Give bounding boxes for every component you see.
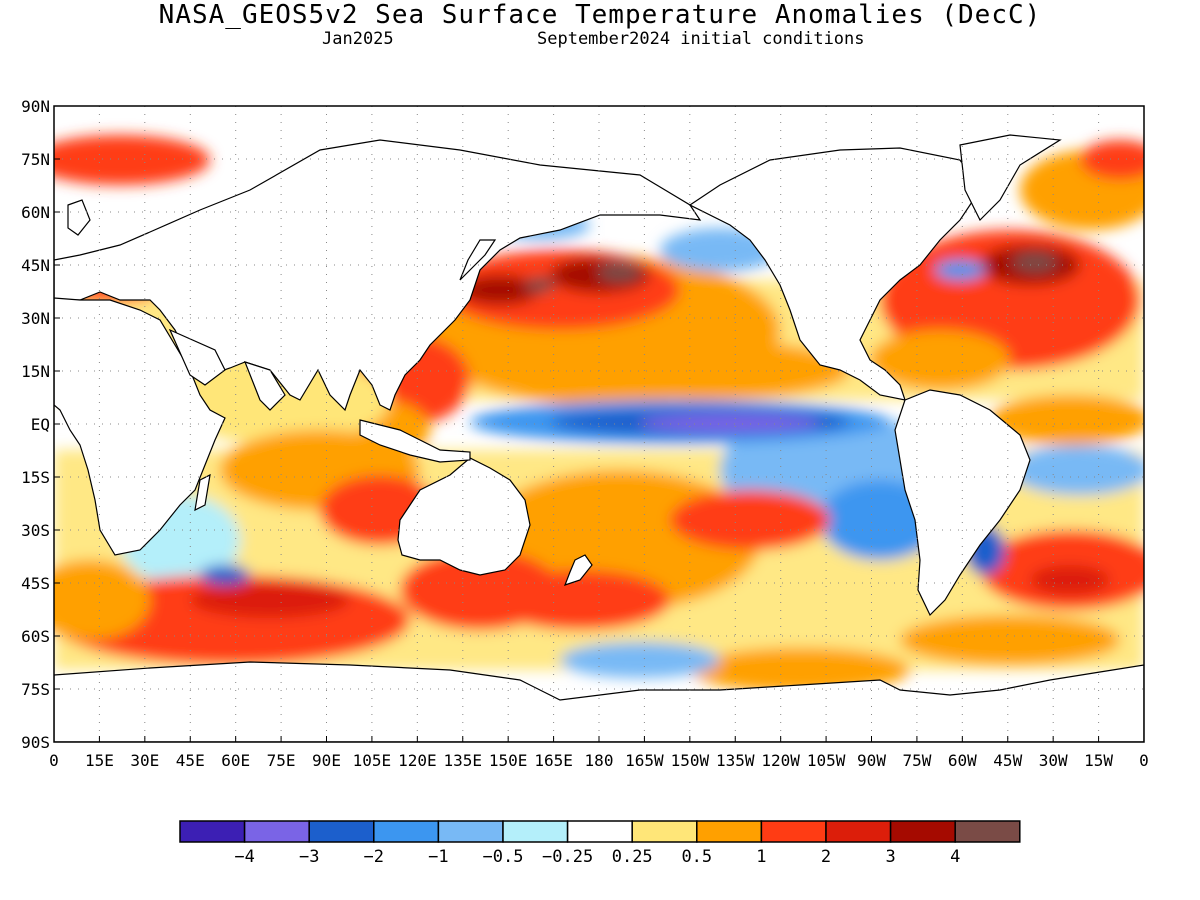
north-america-outline bbox=[688, 147, 981, 401]
valid-month: Jan2025 bbox=[322, 29, 394, 49]
lon-label: 135W bbox=[716, 751, 755, 770]
colorbar-swatch bbox=[437, 820, 504, 843]
colorbar-label: 4 bbox=[950, 847, 960, 867]
colorbar-label: −0.25 bbox=[542, 847, 593, 867]
lon-label: 45E bbox=[176, 751, 205, 770]
lon-label: 120W bbox=[761, 751, 800, 770]
colorbar-label: 3 bbox=[885, 847, 895, 867]
japan-outline bbox=[459, 239, 497, 281]
lat-label: 90S bbox=[21, 733, 50, 752]
colorbar: −4 −3 −2 −1 −0.5 −0.25 0.25 0.5 1 2 3 4 bbox=[179, 820, 1021, 867]
india-outline bbox=[243, 361, 286, 411]
lat-label: 60S bbox=[21, 627, 50, 646]
colorbar-swatch bbox=[308, 820, 375, 843]
lat-label: 45S bbox=[21, 574, 50, 593]
colorbar-swatch bbox=[502, 820, 569, 843]
eurasia-outline bbox=[54, 139, 702, 412]
lat-label: 75N bbox=[21, 150, 50, 169]
lon-label: 90W bbox=[857, 751, 886, 770]
lat-label: 15S bbox=[21, 468, 50, 487]
lon-label: 30W bbox=[1039, 751, 1068, 770]
indonesia-outline bbox=[359, 419, 471, 463]
lon-label: 105W bbox=[807, 751, 846, 770]
lat-label: 30S bbox=[21, 521, 50, 540]
lon-label: 165E bbox=[534, 751, 573, 770]
lon-label: 150W bbox=[671, 751, 710, 770]
colorbar-label: 2 bbox=[821, 847, 831, 867]
greenland-outline bbox=[959, 134, 1062, 222]
lon-label: 15W bbox=[1084, 751, 1113, 770]
colorbar-label: −4 bbox=[234, 847, 254, 867]
australia-outline bbox=[397, 457, 531, 576]
colorbar-swatch bbox=[243, 820, 310, 843]
uk-outline bbox=[67, 199, 91, 236]
lon-label: 45W bbox=[993, 751, 1022, 770]
colorbar-label: −1 bbox=[428, 847, 448, 867]
lon-label: 105E bbox=[353, 751, 392, 770]
colorbar-label: −2 bbox=[364, 847, 384, 867]
south-america-outline bbox=[894, 389, 1031, 617]
colorbar-label: 0.5 bbox=[681, 847, 712, 867]
lon-label: 75W bbox=[902, 751, 931, 770]
gridlines bbox=[54, 106, 1144, 742]
lon-label: 60W bbox=[948, 751, 977, 770]
lon-label: 165W bbox=[625, 751, 664, 770]
lon-label: 75E bbox=[267, 751, 296, 770]
colorbar-swatch bbox=[825, 820, 892, 843]
lon-label: 0 bbox=[49, 751, 59, 770]
init-conditions: September2024 initial conditions bbox=[537, 29, 865, 49]
new-zealand-outline bbox=[563, 554, 593, 586]
lon-label: 120E bbox=[398, 751, 437, 770]
colorbar-swatch bbox=[373, 820, 440, 843]
colorbar-label: −3 bbox=[299, 847, 319, 867]
colorbar-swatch bbox=[631, 820, 698, 843]
lat-label: 45N bbox=[21, 256, 50, 275]
lon-label: 15E bbox=[85, 751, 114, 770]
colorbar-label: −0.5 bbox=[483, 847, 524, 867]
colorbar-swatch bbox=[179, 820, 246, 843]
colorbar-swatch bbox=[566, 820, 633, 843]
lat-label: 30N bbox=[21, 309, 50, 328]
colorbar-swatch bbox=[954, 820, 1021, 843]
lon-label: 60E bbox=[221, 751, 250, 770]
lon-label: 150E bbox=[489, 751, 528, 770]
lat-label: 75S bbox=[21, 680, 50, 699]
colorbar-swatch bbox=[696, 820, 763, 843]
map-title: NASA_GEOS5v2 Sea Surface Temperature Ano… bbox=[158, 0, 1042, 30]
africa-outline bbox=[54, 297, 226, 556]
colorbar-swatch bbox=[760, 820, 827, 843]
lat-label: 90N bbox=[21, 97, 50, 116]
lat-label: 60N bbox=[21, 203, 50, 222]
lon-label: 30E bbox=[130, 751, 159, 770]
colorbar-swatch bbox=[889, 820, 956, 843]
lon-label: 135E bbox=[443, 751, 482, 770]
arabia-outline bbox=[168, 328, 226, 386]
lon-label: 90E bbox=[312, 751, 341, 770]
lat-label: EQ bbox=[31, 415, 50, 434]
colorbar-label: 1 bbox=[756, 847, 766, 867]
lat-label: 15N bbox=[21, 362, 50, 381]
colorbar-label: 0.25 bbox=[612, 847, 653, 867]
lon-label: 0 bbox=[1139, 751, 1149, 770]
lon-label: 180 bbox=[585, 751, 614, 770]
